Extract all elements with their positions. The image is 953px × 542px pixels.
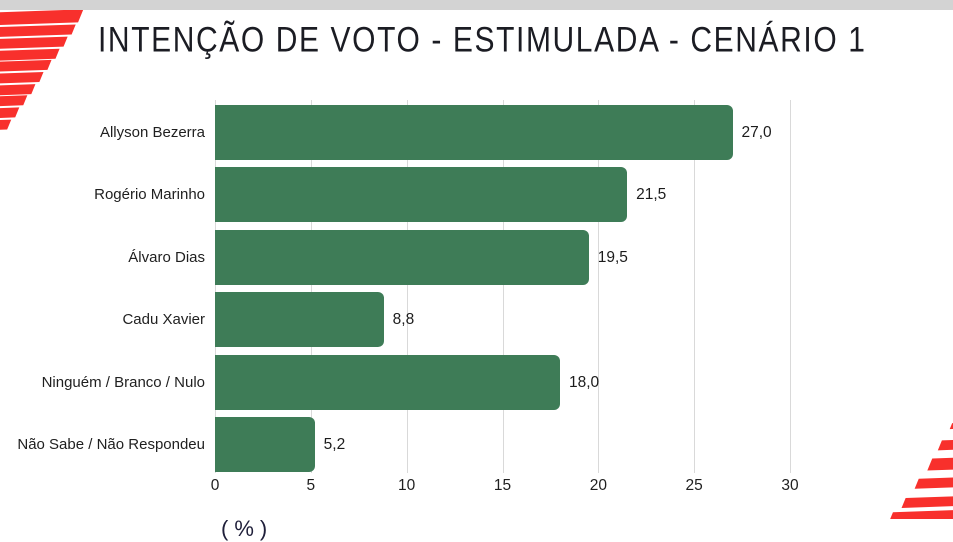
category-label: Allyson Bezerra [99,124,205,141]
gridline [502,100,504,473]
category-label: Ninguém / Branco / Nulo [41,373,205,391]
x-tick-label: 10 [398,477,416,494]
value-label: 18,0 [569,373,600,391]
bar [215,292,384,348]
gridline [598,100,600,473]
x-tick-label: 5 [306,477,316,494]
gridline [215,100,216,473]
category-label: Rogério Marinho [94,186,205,204]
gridline [310,100,312,473]
bar [215,229,589,285]
value-label: 27,0 [741,124,772,141]
category-label: Não Sabe / Não Respondeu [17,436,205,453]
top-strip [0,0,953,10]
gridline [406,100,408,473]
category-label: Cadu Xavier [122,311,205,329]
x-tick-label: 15 [493,477,512,494]
x-tick-label: 30 [781,477,799,494]
red-stripe [927,457,953,471]
bar [215,354,560,410]
gridline [694,100,696,473]
gridline [790,100,791,473]
page-title: INTENÇÃO DE VOTO - ESTIMULADA - CENÁRIO … [98,21,867,60]
x-tick-label: 25 [685,477,703,494]
bar [215,417,315,472]
category-label: Álvaro Dias [128,248,205,266]
bar [215,105,733,160]
red-stripe [937,439,953,451]
bar [215,167,628,223]
red-stripe [901,496,953,508]
value-label: 5,2 [323,436,346,453]
red-stripe [888,509,953,519]
chart: 0 5 10 15 20 25 30 Allyson Bezerra 27,0 Rogério M… [17,100,799,494]
value-label: 21,5 [636,186,667,204]
value-label: 8,8 [392,311,415,329]
brand-logo-bottom-right-icon [857,413,953,519]
red-stripe [914,477,953,489]
x-axis-caption: (%) [221,516,274,541]
x-tick-label: 0 [210,477,220,494]
x-tick-label: 20 [589,477,607,494]
value-label: 19,5 [597,248,628,266]
